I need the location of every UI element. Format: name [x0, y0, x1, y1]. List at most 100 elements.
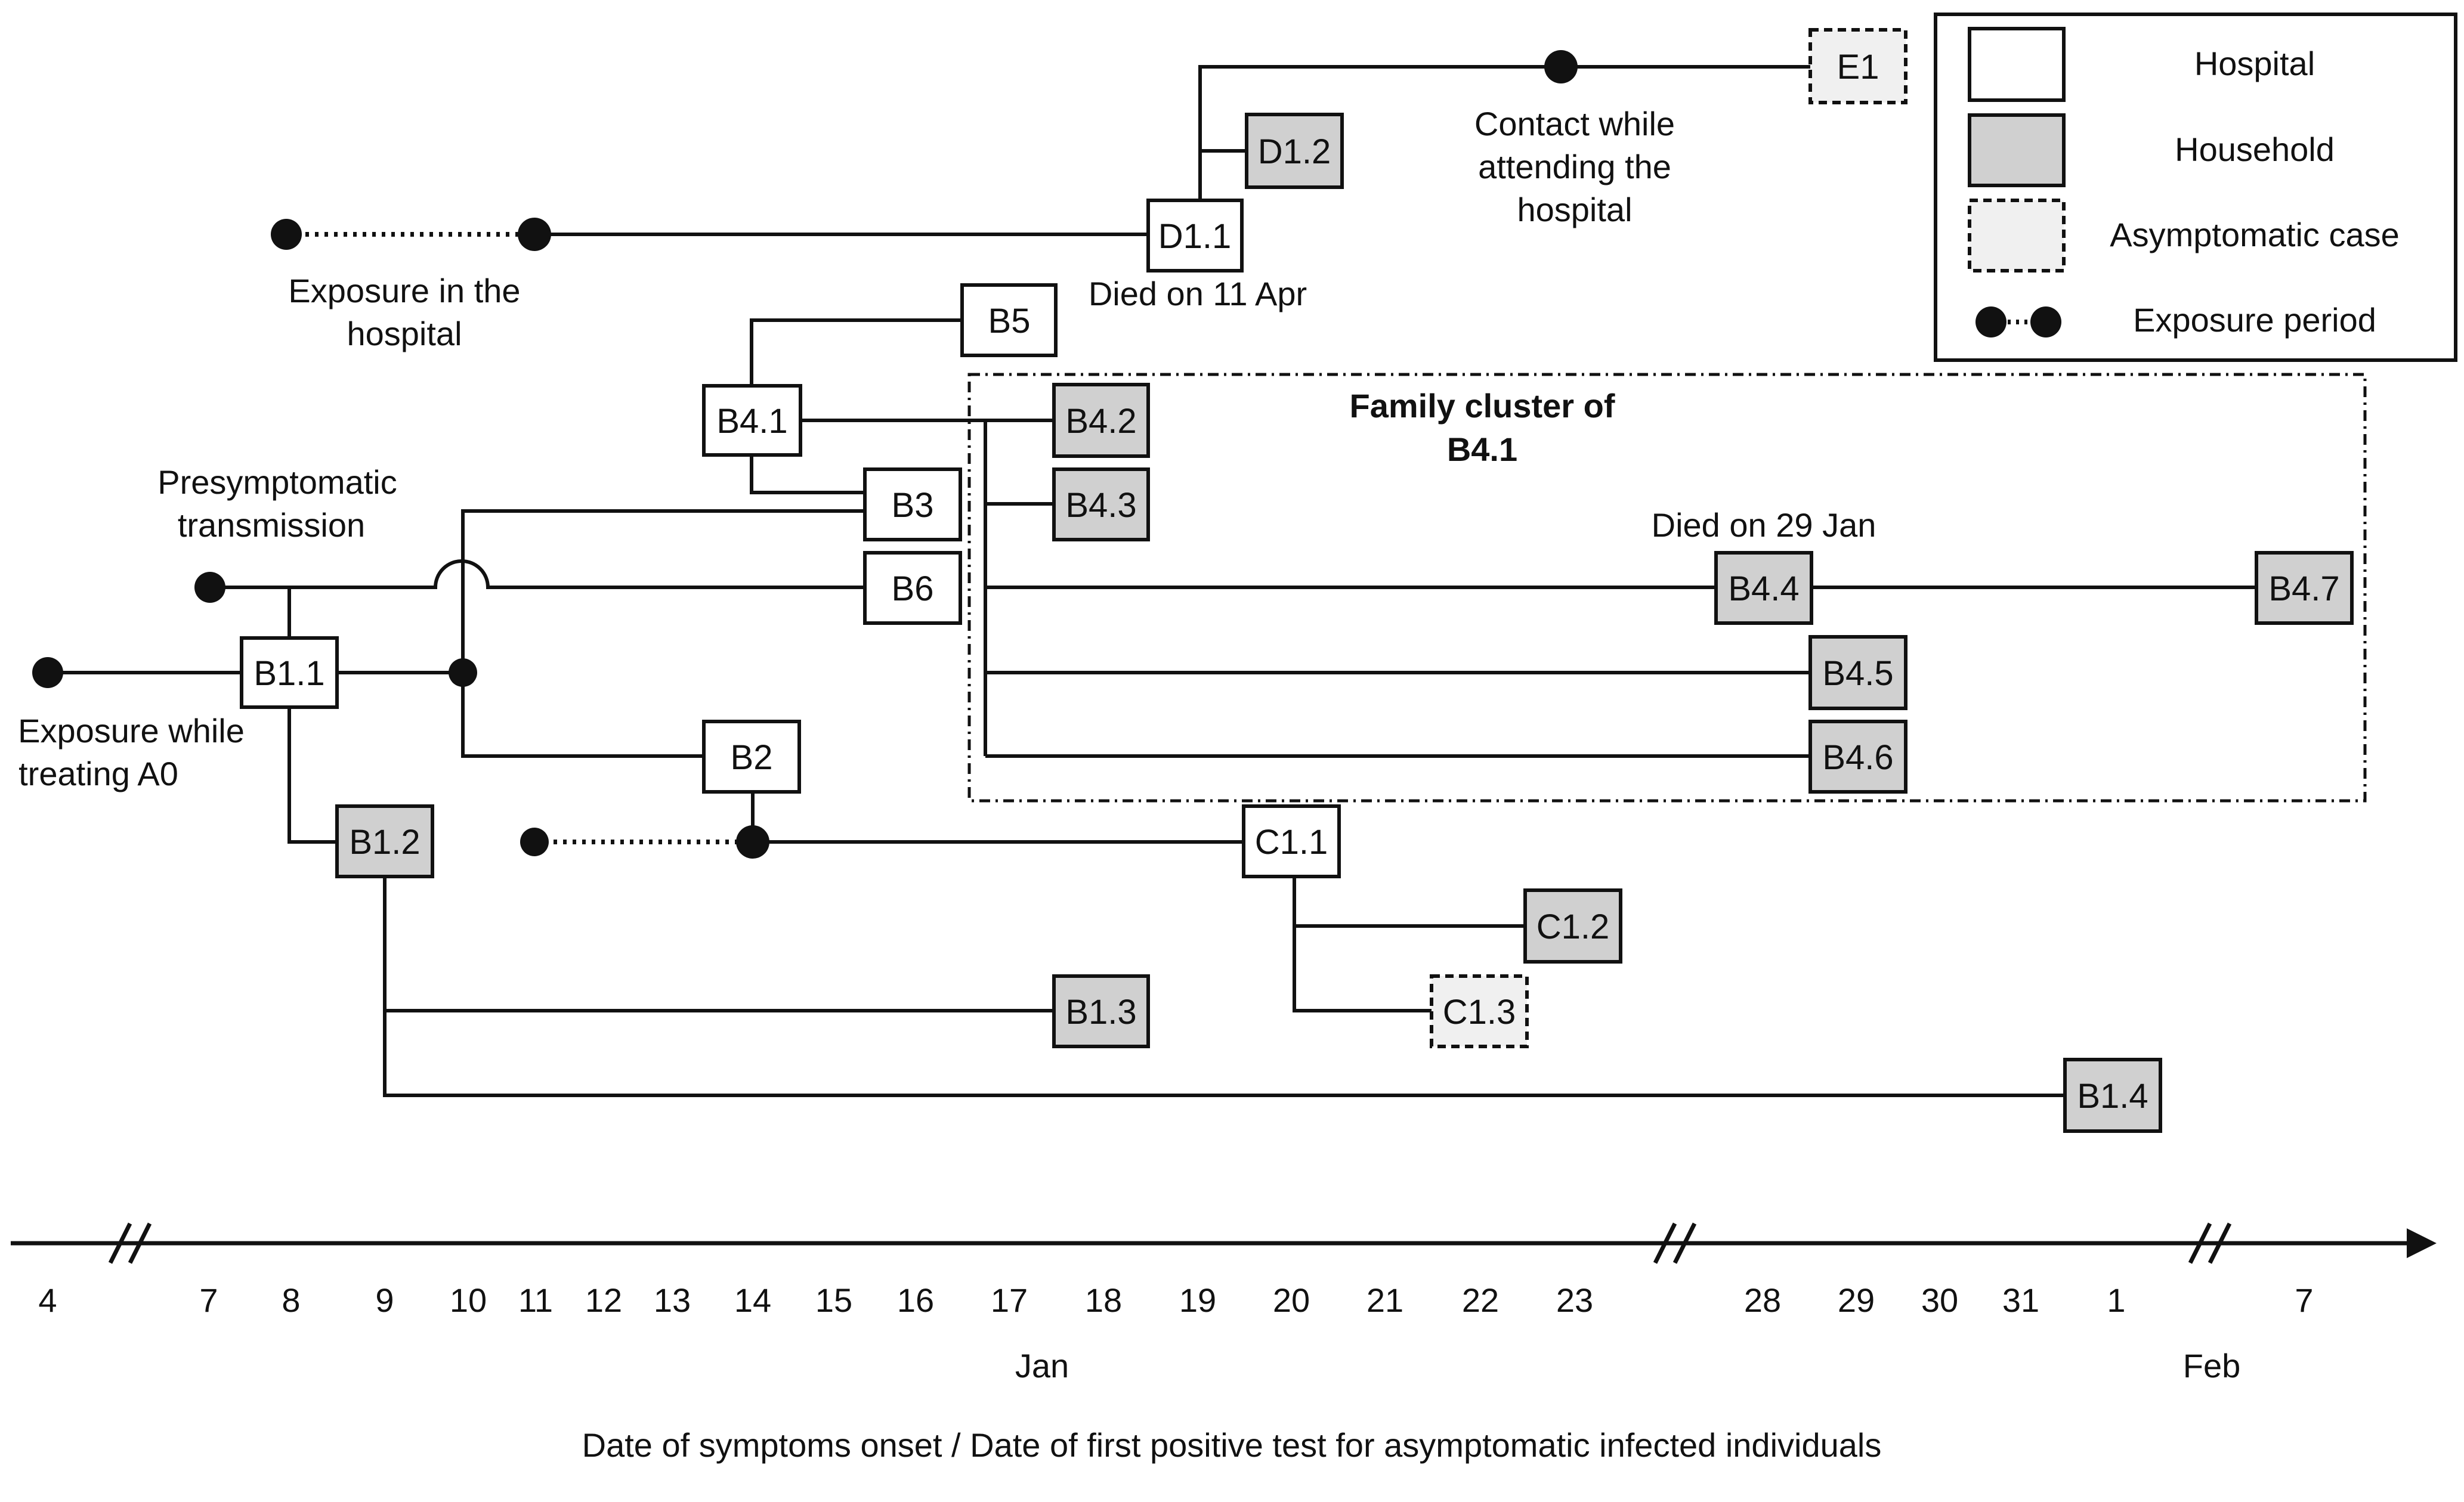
axis-tick-label: 28 [1744, 1281, 1781, 1319]
case-c1-1-box [1242, 804, 1341, 878]
legend-hospital-label: Hospital [2194, 45, 2315, 82]
axis-month-jan: Jan [1015, 1347, 1069, 1385]
a0-exposure-note-line2: treating A0 [18, 755, 178, 792]
case-e1-box [1808, 28, 1907, 104]
case-b2-box [702, 720, 801, 794]
family-cluster-frame [967, 373, 2367, 803]
axis-tick-label: 15 [815, 1281, 852, 1319]
case-b1-1-label: B1.1 [253, 654, 324, 693]
axis-tick-label: 10 [450, 1281, 487, 1319]
case-b2-label: B2 [731, 738, 773, 777]
contact-note-line1: Contact while [1474, 105, 1675, 143]
axis-tick-labels: 4 7 8 9 10 11 12 13 14 15 16 17 18 19 20 21 22 23 28 29 30 31… [38, 1281, 2313, 1319]
axis-tick-label: 14 [734, 1281, 771, 1319]
case-b6-box [863, 551, 962, 625]
legend-exposure-label: Exposure period [2133, 301, 2376, 339]
annotations: Contact while attending the hospital Exp… [18, 105, 1876, 792]
died-jan-note: Died on 29 Jan [1652, 506, 1876, 544]
axis-title: Date of symptoms onset / Date of first p… [582, 1426, 1882, 1464]
dot-contact-hospital [1544, 50, 1578, 83]
case-c1-2-box [1523, 888, 1622, 964]
case-b1-2-label: B1.2 [349, 823, 420, 862]
line-to-b3 [461, 509, 865, 673]
line-b4-1-to-b3 [750, 455, 865, 494]
dot-branch-b1-1 [449, 658, 477, 687]
line-b1-1-to-b1-2 [287, 707, 337, 844]
axis-break-2a [1653, 1222, 1677, 1264]
case-b4-2-label: B4.2 [1065, 402, 1136, 441]
line-b4-1-to-b5 [750, 318, 962, 386]
family-cluster-label-line2: B4.1 [1447, 431, 1517, 468]
axis-break-1a [108, 1222, 132, 1264]
axis-month-feb: Feb [2183, 1347, 2241, 1385]
case-c1-3-label: C1.3 [1443, 993, 1516, 1032]
time-axis: 4 7 8 9 10 11 12 13 14 15 16 17 18 19 20 21 22 23 28 29 30 31… [11, 1222, 2437, 1464]
family-cluster-label-line1: Family cluster of [1349, 387, 1615, 425]
case-b3-box [863, 467, 962, 541]
axis-tick-label: 23 [1556, 1281, 1593, 1319]
axis-tick-label: 20 [1273, 1281, 1310, 1319]
legend-hospital-swatch [1968, 27, 2066, 102]
exposure-dots [32, 50, 1578, 859]
hospital-exposure-note-line1: Exposure in the [288, 272, 520, 309]
axis-tick-label: 8 [282, 1281, 300, 1319]
case-b3-label: B3 [892, 486, 934, 525]
case-b4-7-box [2255, 551, 2354, 625]
axis-break-3a [2188, 1222, 2212, 1264]
case-b1-2-box [335, 804, 434, 878]
case-b4-6-label: B4.6 [1822, 738, 1893, 777]
line-c1-1-to-c1-3 [1293, 877, 1432, 1012]
axis-arrowhead [2407, 1228, 2437, 1258]
case-b6-label: B6 [892, 569, 934, 608]
case-b5-box [960, 283, 1058, 357]
case-b4-4-label: B4.4 [1728, 569, 1799, 608]
legend-household-label: Household [2175, 131, 2335, 168]
axis-tick-label: 30 [1921, 1281, 1958, 1319]
axis-tick-label: 1 [2107, 1281, 2125, 1319]
hospital-exposure-note-line2: hospital [347, 315, 462, 352]
presymptomatic-note-line2: transmission [178, 506, 365, 544]
died-apr-note: Died on 11 Apr [1089, 275, 1307, 312]
axis-tick-label: 13 [654, 1281, 691, 1319]
contact-note-line2: attending the [1478, 148, 1671, 185]
axis-tick-label: 22 [1462, 1281, 1499, 1319]
axis-tick-label: 29 [1838, 1281, 1875, 1319]
axis-tick-label: 17 [991, 1281, 1028, 1319]
case-b4-1-label: B4.1 [716, 402, 787, 441]
dot-c1-exposure-end [736, 825, 769, 859]
axis-tick-label: 18 [1085, 1281, 1122, 1319]
case-d1-2-box [1245, 113, 1344, 189]
case-b4-5-box [1808, 635, 1907, 710]
case-c1-2-label: C1.2 [1536, 908, 1610, 946]
connector-lines [48, 65, 2256, 1097]
case-b4-7-label: B4.7 [2268, 569, 2339, 608]
legend: Hospital Household Asymptomatic case Exp… [1934, 13, 2457, 362]
axis-tick-label: 19 [1179, 1281, 1216, 1319]
dot-presymptomatic [194, 572, 225, 603]
case-b4-3-box [1052, 467, 1150, 541]
axis-break-2b [1672, 1222, 1697, 1264]
legend-exposure-dot-start [1975, 306, 2007, 337]
dot-hospital-exposure-end [518, 218, 551, 251]
legend-asymptomatic-label: Asymptomatic case [2110, 216, 2400, 253]
axis-tick-label: 11 [518, 1281, 553, 1319]
a0-exposure-note-line1: Exposure while [18, 712, 245, 750]
line-d1-to-e1 [1198, 65, 1810, 213]
contact-note-line3: hospital [1517, 191, 1632, 228]
axis-tick-label: 31 [2002, 1281, 2039, 1319]
case-b4-2-box [1052, 383, 1150, 458]
axis-tick-label: 7 [199, 1281, 218, 1319]
axis-tick-label: 4 [38, 1281, 57, 1319]
case-e1-label: E1 [1837, 48, 1879, 86]
case-b4-6-box [1808, 720, 1907, 794]
legend-household-swatch [1968, 113, 2066, 187]
case-b1-1-box [240, 636, 339, 709]
case-b1-3-box [1052, 974, 1150, 1048]
dot-c1-exposure-start [520, 828, 549, 856]
case-boxes: E1 D1.2 D1.1 B5 B4.1 B4.2 B3 B4.3 B6 B4.… [240, 28, 2354, 1133]
case-b4-3-label: B4.3 [1065, 486, 1136, 525]
axis-break-1b [128, 1222, 152, 1264]
case-b1-3-label: B1.3 [1065, 993, 1136, 1032]
